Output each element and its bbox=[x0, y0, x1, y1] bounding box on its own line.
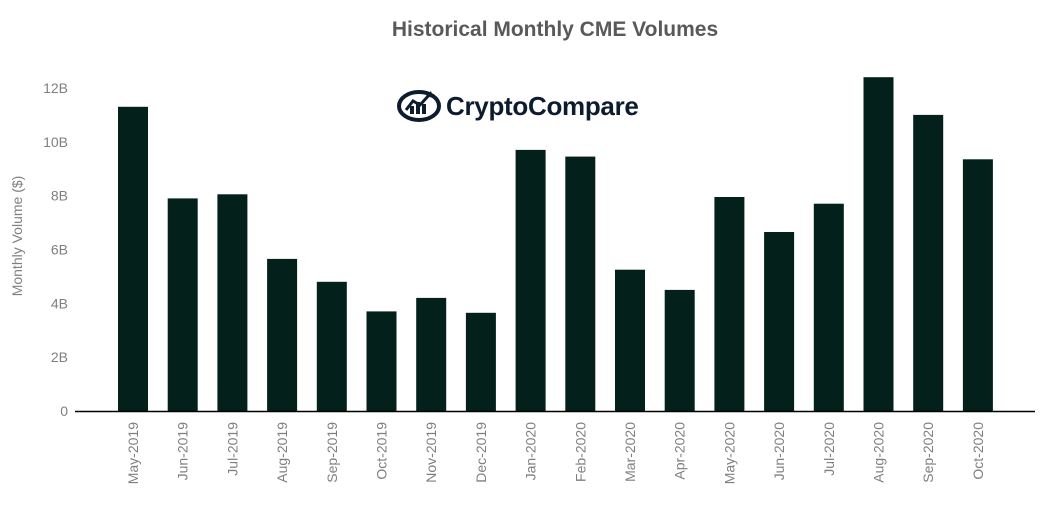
cryptocompare-watermark: CryptoCompare bbox=[396, 88, 639, 124]
y-tick-labels: 0 2B 4B 6B 8B 10B 12B bbox=[43, 80, 68, 419]
chart-title: Historical Monthly CME Volumes bbox=[391, 18, 719, 41]
x-tick-label: Feb-2020 bbox=[572, 422, 588, 482]
bars-group bbox=[118, 77, 993, 412]
y-tick-label: 12B bbox=[43, 80, 68, 96]
bar-aug-2019 bbox=[267, 258, 298, 411]
x-tick-label: Oct-2020 bbox=[970, 422, 986, 480]
bar-may-2019 bbox=[118, 106, 148, 412]
bar-sep-2019 bbox=[316, 281, 347, 411]
y-tick-label: 8B bbox=[51, 188, 68, 204]
bar-feb-2020 bbox=[565, 156, 596, 411]
x-tick-label: Jan-2020 bbox=[523, 422, 539, 481]
x-tick-label: Oct-2019 bbox=[374, 422, 390, 480]
y-tick-label: 10B bbox=[43, 134, 68, 150]
bar-jun-2020 bbox=[764, 232, 795, 411]
y-axis-label: Monthly Volume ($) bbox=[9, 176, 25, 297]
y-tick-label: 0 bbox=[60, 403, 68, 419]
x-tick-label: Jun-2019 bbox=[175, 422, 191, 481]
x-tick-label: Sep-2019 bbox=[324, 422, 340, 483]
watermark-text: CryptoCompare bbox=[446, 90, 639, 121]
y-tick-label: 2B bbox=[51, 349, 68, 365]
bar-apr-2020 bbox=[664, 289, 695, 411]
x-tick-label: May-2019 bbox=[125, 422, 141, 484]
bar-mar-2020 bbox=[615, 269, 645, 411]
bar-sep-2020 bbox=[913, 114, 944, 412]
x-tick-label: Jul-2019 bbox=[224, 422, 240, 476]
x-tick-label: Dec-2019 bbox=[473, 422, 489, 483]
bar-may-2020 bbox=[714, 197, 745, 411]
x-tick-label: Jun-2020 bbox=[771, 422, 787, 481]
x-tick-label: Apr-2020 bbox=[672, 422, 688, 480]
bar-oct-2020 bbox=[962, 159, 993, 411]
y-tick-label: 4B bbox=[51, 295, 68, 311]
x-tick-labels: May-2019 Jun-2019 Jul-2019 Aug-2019 Sep-2019… bbox=[125, 422, 986, 484]
x-tick-label: Mar-2020 bbox=[622, 422, 638, 482]
x-tick-label: Aug-2020 bbox=[871, 422, 887, 483]
x-tick-label: Aug-2019 bbox=[274, 422, 290, 483]
bar-jun-2019 bbox=[167, 198, 198, 411]
cryptocompare-logo-icon bbox=[397, 90, 441, 122]
bar-nov-2019 bbox=[416, 297, 447, 411]
bar-jan-2020 bbox=[515, 149, 546, 411]
bar-jul-2020 bbox=[813, 203, 844, 411]
bar-jul-2019 bbox=[217, 194, 248, 411]
x-tick-label: Sep-2020 bbox=[920, 422, 936, 483]
bar-oct-2019 bbox=[366, 311, 397, 411]
bar-dec-2019 bbox=[465, 312, 496, 411]
y-tick-label: 6B bbox=[51, 242, 68, 258]
x-tick-label: Jul-2020 bbox=[821, 422, 837, 476]
x-tick-label: Nov-2019 bbox=[423, 422, 439, 483]
bar-aug-2020 bbox=[863, 77, 894, 411]
x-tick-label: May-2020 bbox=[721, 422, 737, 484]
